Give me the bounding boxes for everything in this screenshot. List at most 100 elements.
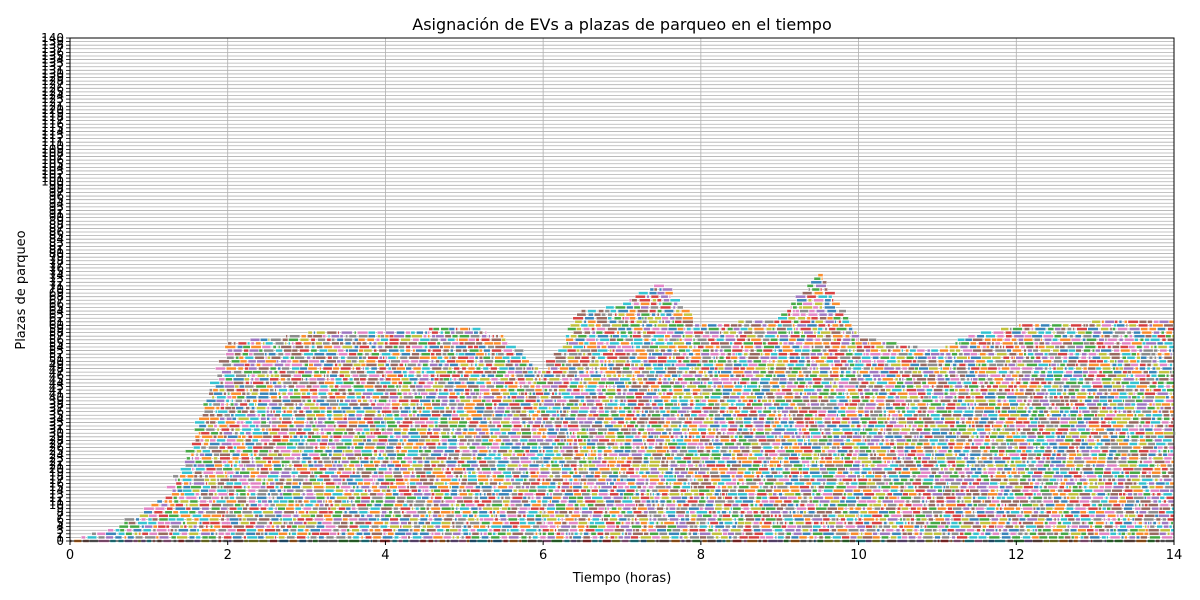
occupancy-bar	[961, 514, 965, 518]
occupancy-bar	[756, 474, 760, 479]
occupancy-bar	[655, 427, 665, 432]
occupancy-bar	[490, 524, 502, 529]
occupancy-bar	[859, 528, 865, 532]
occupancy-bar	[871, 521, 883, 525]
occupancy-bar	[1046, 532, 1054, 536]
occupancy-bar	[548, 488, 554, 493]
occupancy-bar	[549, 492, 553, 497]
occupancy-bar	[365, 442, 377, 446]
occupancy-bar	[555, 453, 562, 457]
occupancy-bar	[742, 427, 749, 432]
occupancy-bar	[890, 514, 902, 518]
occupancy-bar	[688, 424, 698, 428]
occupancy-bar	[375, 481, 380, 486]
occupancy-bar	[780, 435, 784, 439]
occupancy-bar	[508, 535, 520, 540]
occupancy-bar	[624, 445, 633, 450]
occupancy-bar	[1143, 517, 1155, 522]
occupancy-bar	[621, 521, 625, 525]
occupancy-bar	[198, 524, 204, 529]
occupancy-bar	[260, 438, 271, 443]
occupancy-bar	[227, 435, 239, 439]
occupancy-bar	[624, 503, 636, 507]
occupancy-bar	[1125, 474, 1130, 479]
occupancy-bar	[166, 485, 176, 489]
occupancy-bar	[748, 496, 755, 500]
occupancy-bar	[319, 532, 330, 536]
occupancy-bar	[222, 460, 227, 464]
occupancy-bar	[765, 517, 777, 522]
occupancy-bar	[237, 499, 247, 504]
occupancy-bar	[526, 442, 538, 446]
occupancy-bar	[681, 427, 688, 432]
occupancy-bar	[238, 517, 243, 522]
occupancy-bar	[742, 442, 752, 446]
occupancy-bar	[476, 456, 482, 461]
occupancy-bar	[294, 442, 298, 446]
occupancy-bar	[898, 503, 904, 507]
occupancy-bar	[1004, 524, 1014, 529]
occupancy-bar	[482, 488, 492, 493]
occupancy-bar	[291, 449, 300, 453]
occupancy-bar	[182, 521, 186, 525]
occupancy-bar	[478, 514, 490, 518]
occupancy-bar	[824, 463, 835, 468]
occupancy-bar	[1076, 496, 1080, 500]
occupancy-bar	[525, 470, 529, 475]
occupancy-bar	[242, 474, 250, 479]
occupancy-bar	[847, 474, 857, 479]
occupancy-bar	[812, 499, 820, 504]
occupancy-bar	[676, 460, 687, 464]
occupancy-bar	[299, 449, 303, 453]
occupancy-bar	[601, 517, 604, 522]
occupancy-bar	[305, 413, 316, 418]
occupancy-bar	[1003, 488, 1010, 493]
occupancy-bar	[1039, 503, 1044, 507]
occupancy-bar	[722, 496, 725, 500]
occupancy-bar	[157, 532, 169, 536]
occupancy-bar	[316, 438, 321, 443]
occupancy-bar	[872, 503, 882, 507]
occupancy-bar	[1077, 528, 1087, 532]
occupancy-bar	[448, 417, 451, 421]
occupancy-bar	[351, 528, 360, 532]
occupancy-bar	[227, 528, 237, 532]
occupancy-bar	[1057, 517, 1060, 522]
occupancy-bar	[516, 514, 522, 518]
occupancy-bar	[878, 442, 884, 446]
occupancy-bar	[990, 478, 1002, 482]
occupancy-bar	[216, 438, 226, 443]
occupancy-bar	[649, 514, 652, 518]
occupancy-bar	[462, 474, 468, 479]
occupancy-bar	[199, 503, 210, 507]
occupancy-bar	[925, 514, 933, 518]
occupancy-bar	[546, 431, 558, 435]
occupancy-bar	[470, 463, 479, 468]
occupancy-bar	[936, 424, 949, 428]
occupancy-bar	[219, 431, 223, 435]
occupancy-bar	[942, 488, 945, 493]
occupancy-bar	[442, 427, 451, 432]
occupancy-bar	[691, 474, 695, 479]
occupancy-bar	[298, 481, 302, 486]
occupancy-bar	[943, 467, 949, 471]
occupancy-bar	[730, 438, 737, 443]
occupancy-bar	[940, 503, 945, 507]
occupancy-bar	[1068, 453, 1077, 457]
occupancy-bar	[293, 521, 304, 525]
occupancy-bar	[996, 435, 1005, 439]
occupancy-bar	[356, 431, 361, 435]
occupancy-bar	[665, 485, 672, 489]
occupancy-bar	[457, 528, 462, 532]
occupancy-bar	[269, 481, 275, 486]
occupancy-bar	[1110, 442, 1119, 446]
occupancy-bar	[234, 467, 241, 471]
occupancy-bar	[972, 492, 981, 497]
occupancy-bar	[105, 532, 117, 536]
occupancy-bar	[497, 449, 508, 453]
occupancy-bar	[918, 417, 922, 421]
occupancy-bar	[606, 481, 609, 486]
occupancy-bar	[943, 485, 946, 489]
occupancy-bar	[660, 535, 670, 540]
occupancy-bar	[210, 532, 215, 536]
